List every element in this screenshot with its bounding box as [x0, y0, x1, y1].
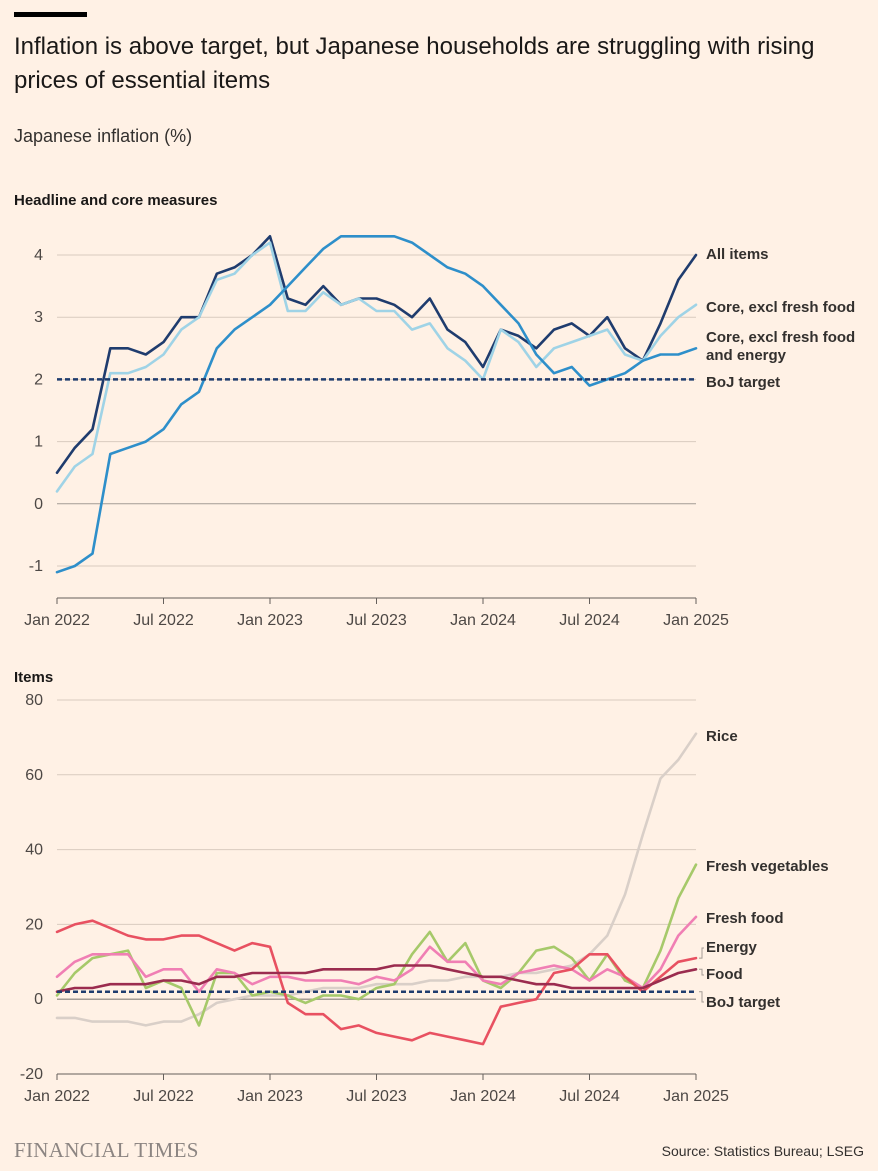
series-label-fresh-vegetables: Fresh vegetables — [706, 858, 829, 875]
x-tick-label: Jan 2024 — [450, 1088, 516, 1105]
x-tick-label: Jan 2022 — [24, 1088, 90, 1105]
y-tick-label: 60 — [25, 767, 43, 784]
series-line-core-excl-fresh-food — [55, 241, 698, 493]
series-label-core-excl-fresh-food-and-energy: Core, excl fresh food — [706, 329, 855, 346]
label-leader — [699, 991, 704, 1003]
x-tick-label: Jul 2024 — [559, 1088, 620, 1105]
series-line-fresh-food — [55, 915, 698, 994]
source-note: Source: Statistics Bureau; LSEG — [661, 1143, 864, 1159]
y-tick-label: 80 — [25, 692, 43, 709]
y-tick-label: 2 — [34, 371, 43, 388]
brand-logo: FINANCIAL TIMES — [14, 1138, 199, 1162]
x-tick-label: Jan 2024 — [450, 612, 516, 629]
series-line-energy — [55, 919, 698, 1046]
series-label-boj-target: BoJ target — [706, 374, 780, 391]
series-label-core-excl-fresh-food: Core, excl fresh food — [706, 299, 855, 316]
panel-title: Headline and core measures — [14, 192, 217, 209]
series-label-boj-target: BoJ target — [706, 994, 780, 1011]
x-tick-label: Jul 2023 — [346, 1088, 407, 1105]
panel-title: Items — [14, 669, 53, 686]
x-tick-label: Jan 2023 — [237, 1088, 303, 1105]
x-tick-label: Jul 2023 — [346, 612, 407, 629]
y-tick-label: 3 — [34, 309, 43, 326]
series-label-fresh-food: Fresh food — [706, 910, 784, 927]
y-tick-label: 1 — [34, 434, 43, 451]
chart-subtitle: Japanese inflation (%) — [14, 126, 193, 146]
chart-panel-2: Items -20 0 20 40 60 80 Jan 2022 Jul 2022 Jan 202… — [14, 669, 829, 1105]
y-tick-label: 40 — [25, 842, 43, 859]
x-tick-label: Jan 2023 — [237, 612, 303, 629]
x-tick-label: Jul 2022 — [133, 612, 194, 629]
series-label-core-excl-fresh-food-and-energy: and energy — [706, 347, 787, 364]
x-tick-label: Jan 2025 — [663, 1088, 729, 1105]
chart-title: Inflation is above target, but Japanese … — [14, 33, 815, 94]
series-label-rice: Rice — [706, 728, 738, 745]
series-line-food — [55, 964, 698, 994]
x-tick-label: Jul 2022 — [133, 1088, 194, 1105]
y-tick-label: 20 — [25, 916, 43, 933]
y-tick-label: -20 — [20, 1066, 43, 1083]
series-label-energy: Energy — [706, 939, 758, 956]
brand-bar — [14, 12, 87, 17]
y-tick-label: 4 — [34, 247, 43, 264]
y-tick-label: 0 — [34, 496, 43, 513]
x-tick-label: Jan 2025 — [663, 612, 729, 629]
y-tick-label: 0 — [34, 991, 43, 1008]
series-line-core-excl-fresh-food-and-energy — [55, 235, 698, 574]
x-tick-label: Jan 2022 — [24, 612, 90, 629]
series-label-all-items: All items — [706, 246, 769, 263]
y-tick-label: -1 — [29, 558, 43, 575]
series-line-fresh-vegetables — [55, 863, 698, 1027]
label-leader — [699, 968, 704, 976]
label-leader — [699, 947, 704, 959]
series-label-food: Food — [706, 966, 743, 983]
x-tick-label: Jul 2024 — [559, 612, 620, 629]
chart-panel-1: Headline and core measures -1 0 1 2 3 4 Jan 202… — [14, 192, 855, 629]
